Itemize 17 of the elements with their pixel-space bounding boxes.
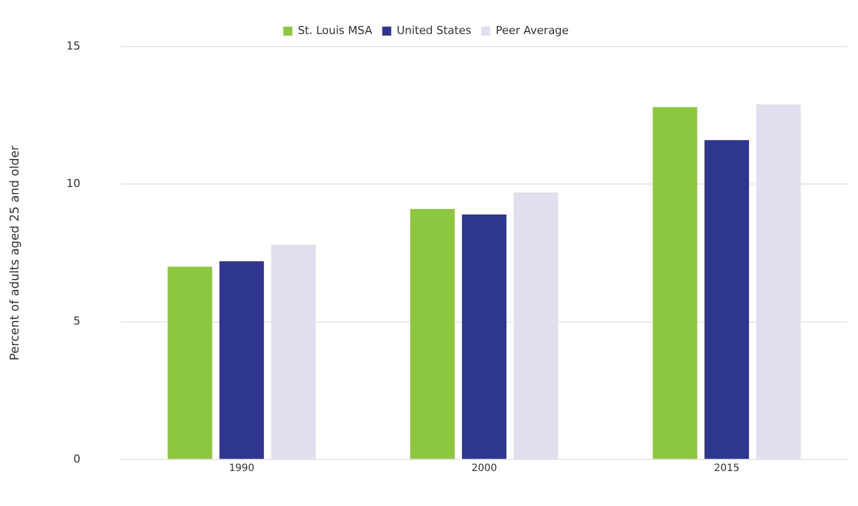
y-tick-label: 5 [73,314,80,328]
bar [704,140,749,459]
legend-label: Peer Average [496,24,569,37]
y-tick-label: 15 [66,39,80,52]
bar [652,107,698,459]
bar [410,208,455,459]
legend-label: St. Louis MSA [298,24,373,37]
legend-label: United States [396,24,472,37]
y-tick-label: 0 [73,452,80,466]
bar [462,214,506,459]
y-axis-title: Percent of adults aged 25 and older [7,145,22,360]
bar [168,266,212,459]
x-tick-label: 2000 [471,462,497,474]
x-tick-label: 2015 [714,462,740,474]
x-tick-label: 1990 [228,462,254,474]
bar [219,261,264,459]
y-tick-label: 10 [66,177,80,190]
